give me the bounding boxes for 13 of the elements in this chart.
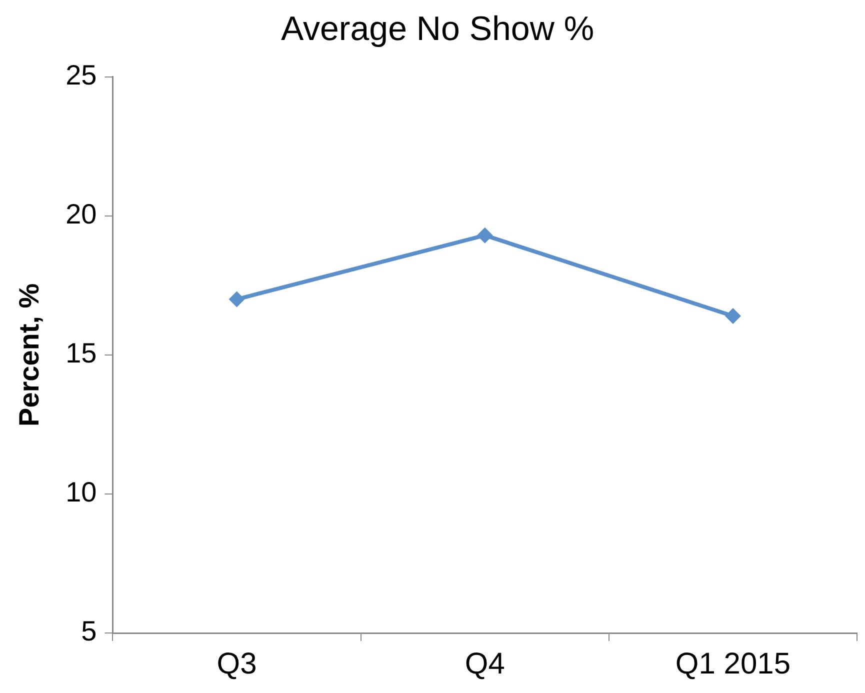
x-tick-label: Q3 (216, 647, 257, 680)
point (228, 291, 245, 308)
x-tick-label: Q4 (464, 647, 505, 680)
y-axis-title: Percent, % (14, 283, 45, 426)
x-tick-label: Q1 2015 (675, 647, 791, 680)
y-tick-label: 25 (66, 60, 97, 91)
point (476, 227, 493, 244)
y-tick-label: 10 (66, 476, 97, 508)
chart-title: Average No Show % (280, 10, 594, 48)
y-tick-label: 15 (66, 338, 97, 369)
y-tick-label: 5 (81, 616, 97, 647)
point (724, 308, 741, 324)
y-tick-label: 20 (66, 198, 97, 230)
